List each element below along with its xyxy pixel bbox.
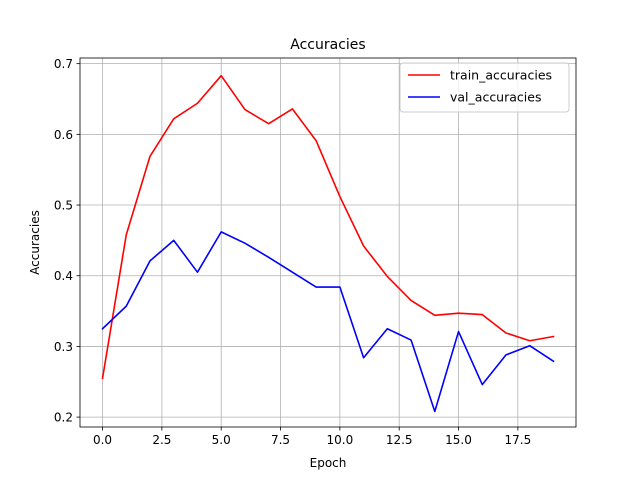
x-tick-label: 5.0	[212, 433, 231, 447]
x-axis-ticks: 0.0 2.5 5.0 7.5 10.0 12.5 15.0 17.5	[93, 427, 531, 447]
y-tick-label: 0.6	[54, 128, 73, 142]
x-tick-label: 0.0	[93, 433, 112, 447]
chart-title: Accuracies	[290, 37, 365, 53]
y-tick-label: 0.5	[54, 199, 73, 213]
series-lines	[101, 74, 555, 413]
x-tick-label: 10.0	[327, 433, 354, 447]
y-tick-label: 0.2	[54, 411, 73, 425]
legend-label-train: train_accuracies	[450, 68, 552, 83]
x-tick-label: 17.5	[504, 433, 531, 447]
plot-area-frame	[79, 57, 577, 428]
legend-box	[399, 62, 570, 113]
legend-label-val: val_accuracies	[450, 90, 541, 105]
train-accuracies-line	[101, 74, 555, 380]
x-tick-label: 15.0	[445, 433, 472, 447]
x-tick-label: 7.5	[271, 433, 290, 447]
x-axis-label: Epoch	[310, 456, 347, 470]
y-tick-label: 0.4	[54, 269, 73, 283]
x-tick-label: 12.5	[386, 433, 413, 447]
y-axis-label: Accuracies	[28, 210, 42, 275]
y-axis-ticks: 0.2 0.3 0.4 0.5 0.6 0.7	[54, 57, 80, 425]
y-tick-label: 0.3	[54, 340, 73, 354]
legend: train_accuracies val_accuracies	[399, 62, 570, 113]
grid	[80, 58, 576, 427]
y-tick-label: 0.7	[54, 57, 73, 71]
x-tick-label: 2.5	[152, 433, 171, 447]
val-accuracies-line	[101, 231, 555, 413]
